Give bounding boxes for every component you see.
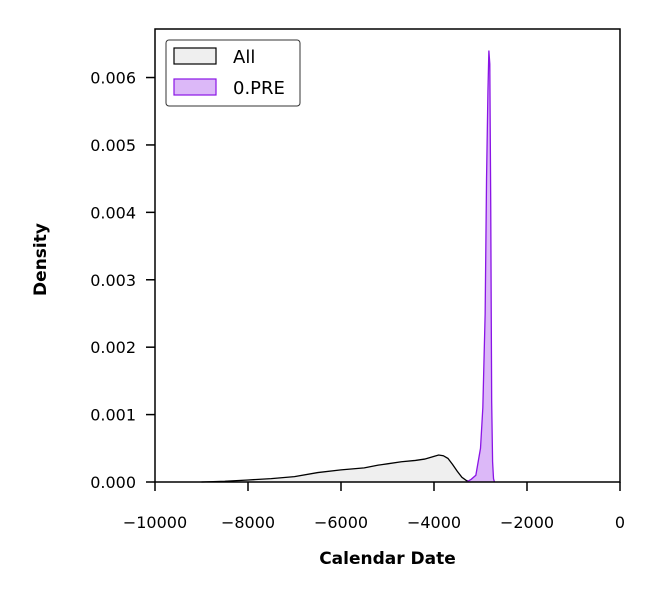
plot-frame (154, 28, 621, 483)
legend-label: All (233, 47, 255, 68)
legend-items: All 0.PRE (173, 47, 285, 99)
y-tick-label: 0.000 (90, 473, 136, 492)
legend-swatch (173, 47, 217, 65)
x-tick-label: 0 (615, 513, 625, 532)
x-axis-title: Calendar Date (319, 549, 456, 569)
y-tick-label: 0.006 (90, 69, 136, 88)
x-axis: −10000 −8000 −6000 −4000 −2000 0 (123, 482, 625, 532)
legend: All 0.PRE (165, 39, 301, 107)
x-tick-label: −8000 (221, 513, 275, 532)
y-tick-label: 0.002 (90, 338, 136, 357)
legend-label: 0.PRE (233, 78, 285, 99)
x-tick-label: −10000 (123, 513, 187, 532)
x-tick-label: −2000 (500, 513, 554, 532)
series-line-1 (466, 50, 496, 483)
legend-swatch (173, 78, 217, 96)
y-axis-title: Density (31, 223, 51, 296)
y-tick-label: 0.001 (90, 406, 136, 425)
y-tick-label: 0.004 (90, 203, 136, 222)
y-tick-label: 0.005 (90, 136, 136, 155)
series-line-0 (201, 454, 472, 483)
series-layer (201, 50, 496, 483)
y-tick-label: 0.003 (90, 271, 136, 290)
x-tick-label: −6000 (314, 513, 368, 532)
series-area-0 (201, 455, 472, 482)
x-tick-label: −4000 (407, 513, 461, 532)
y-axis: 0.000 0.001 0.002 0.003 0.004 0.005 0.006 (90, 69, 155, 492)
